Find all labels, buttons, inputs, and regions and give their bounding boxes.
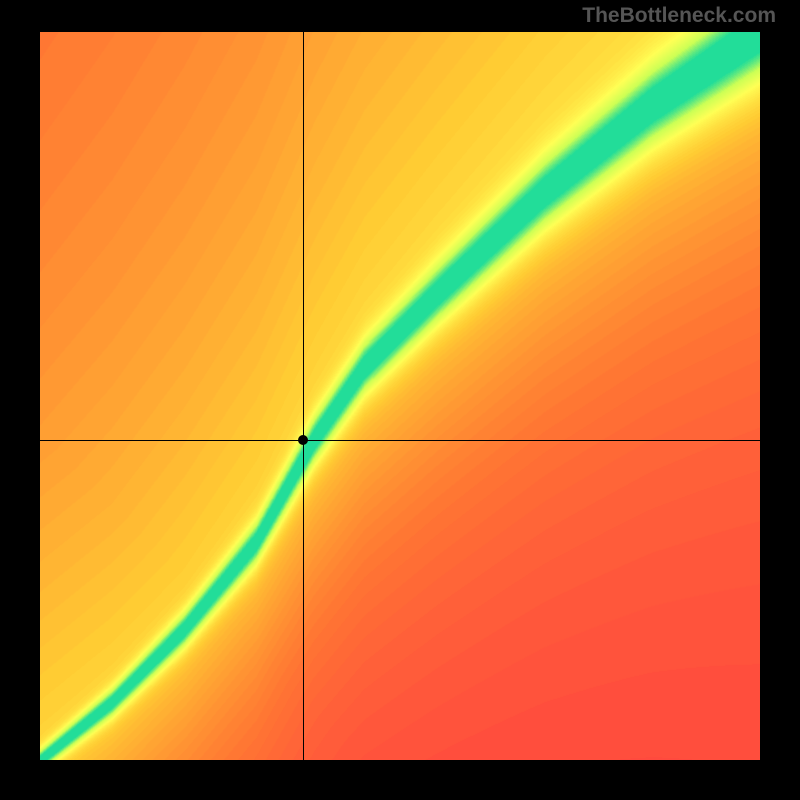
- watermark-text: TheBottleneck.com: [582, 4, 776, 28]
- crosshair-marker: [298, 435, 308, 445]
- heatmap-canvas: [40, 32, 760, 760]
- crosshair-vertical: [303, 32, 304, 760]
- heatmap-plot: [40, 32, 760, 760]
- crosshair-horizontal: [40, 440, 760, 441]
